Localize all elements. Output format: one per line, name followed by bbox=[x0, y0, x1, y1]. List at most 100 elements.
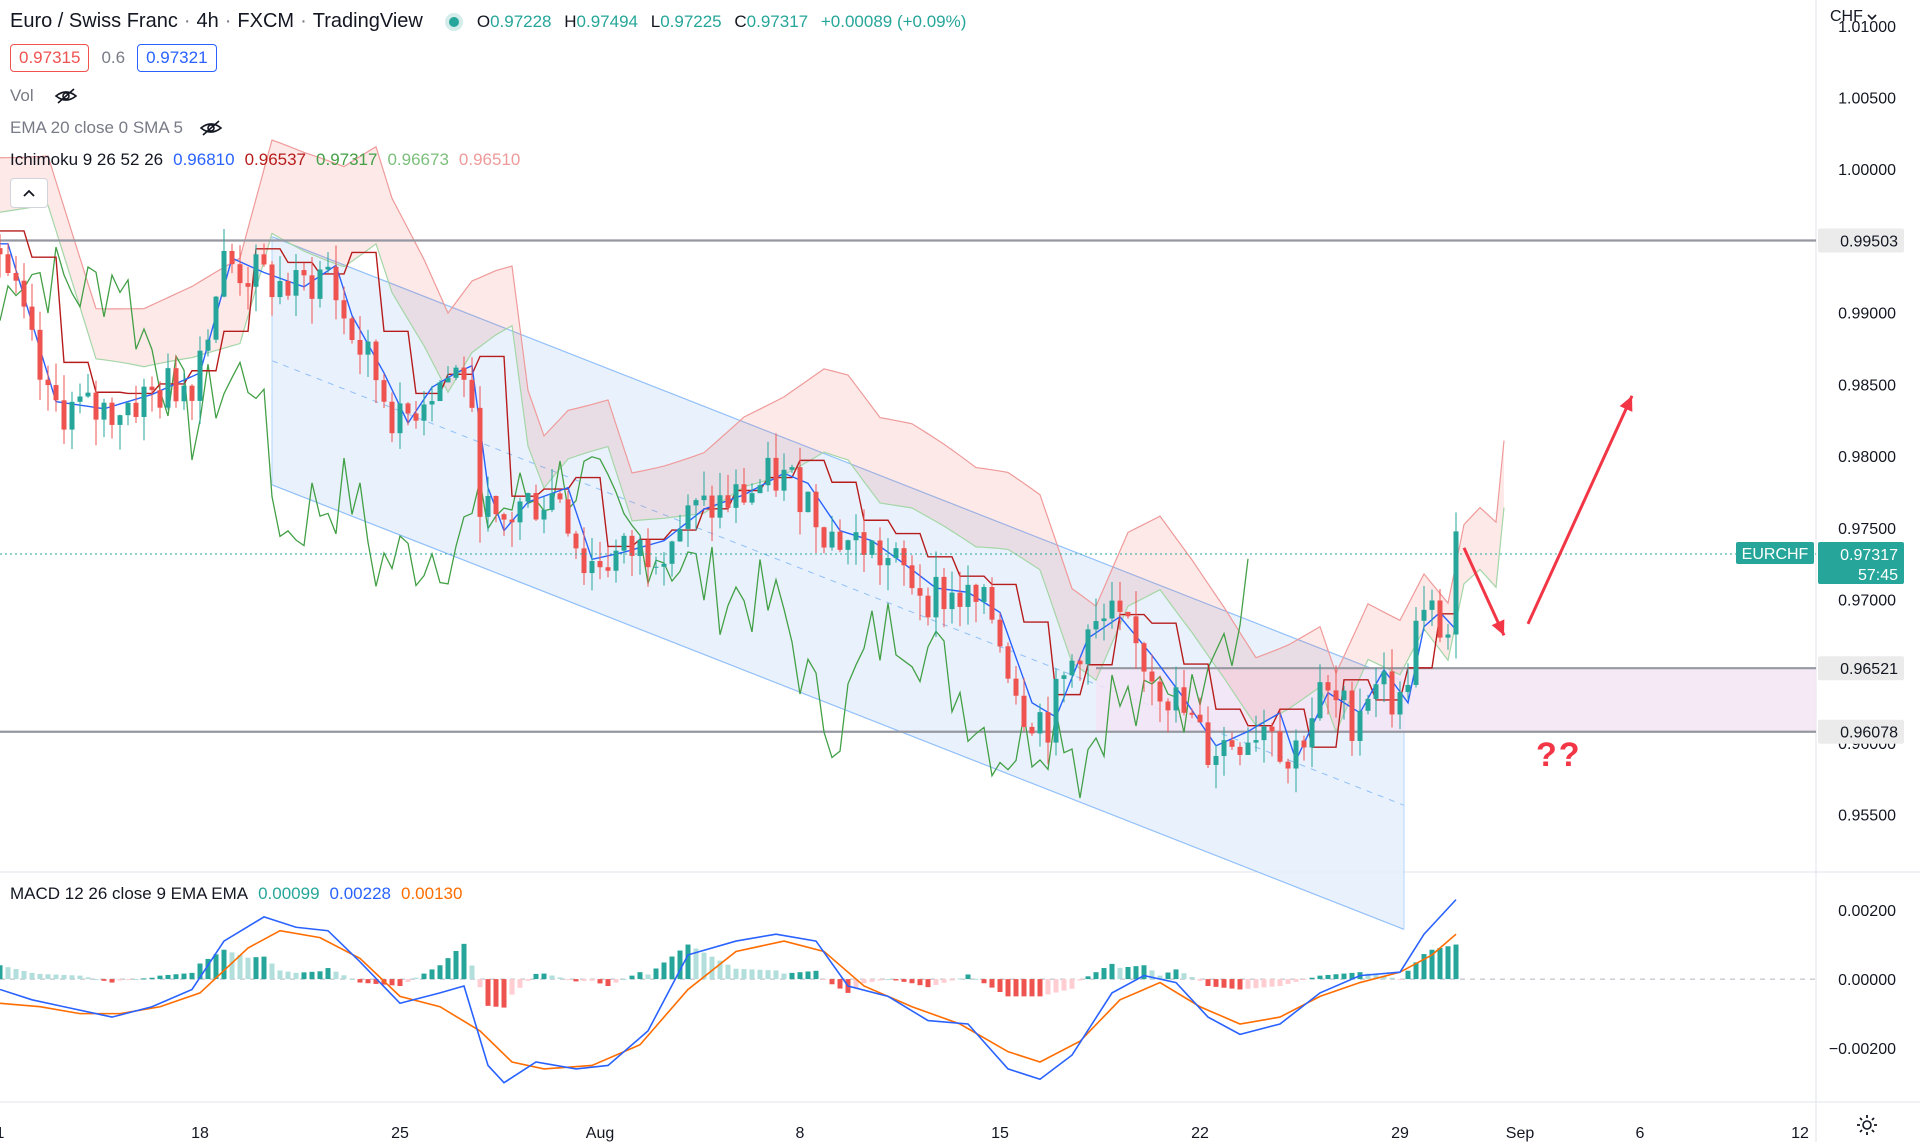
macd-bar bbox=[1221, 979, 1227, 988]
macd-bar bbox=[1141, 965, 1147, 980]
candle-body bbox=[1125, 611, 1131, 617]
candle-body bbox=[429, 401, 435, 405]
candle-body bbox=[933, 576, 939, 618]
symbol-tag-label: EURCHF bbox=[1742, 546, 1809, 563]
macd-bar bbox=[1149, 970, 1155, 980]
down-arrow bbox=[1462, 547, 1506, 636]
macd-bar bbox=[1173, 969, 1179, 980]
macd-bar bbox=[373, 979, 379, 984]
time-tick-label: 6 bbox=[1636, 1125, 1645, 1142]
candle-body bbox=[1117, 600, 1123, 612]
macd-bar bbox=[469, 965, 475, 980]
candle-body bbox=[493, 495, 499, 515]
collapse-legend-button[interactable] bbox=[10, 178, 48, 208]
support-zone bbox=[1096, 668, 1816, 732]
macd-bar bbox=[1325, 974, 1331, 980]
candle-body bbox=[549, 493, 555, 510]
macd-bar bbox=[829, 979, 835, 985]
symbol-tag bbox=[1736, 542, 1814, 565]
macd-bar bbox=[1309, 977, 1315, 980]
hidden-eye-icon[interactable] bbox=[199, 120, 223, 136]
macd-bar bbox=[957, 978, 963, 980]
macd-bar bbox=[1061, 979, 1067, 991]
candle-body bbox=[565, 499, 571, 534]
time-tick-label: 12 bbox=[1791, 1125, 1809, 1142]
candle-body bbox=[157, 390, 163, 408]
macd-bar bbox=[789, 972, 795, 980]
gear-icon[interactable] bbox=[1856, 1114, 1878, 1136]
macd-bar bbox=[29, 972, 35, 980]
hidden-eye-icon[interactable] bbox=[54, 88, 78, 104]
candle-body bbox=[941, 576, 947, 610]
candle-body bbox=[141, 386, 147, 417]
macd-bar bbox=[349, 978, 355, 980]
macd-bar bbox=[573, 979, 579, 982]
vol-legend[interactable]: Vol bbox=[10, 86, 78, 106]
macd-bar bbox=[477, 979, 483, 988]
macd-tick-label: −0.00200 bbox=[1829, 1041, 1896, 1058]
candle-body bbox=[77, 396, 83, 402]
candle-body bbox=[501, 514, 507, 520]
candle-body bbox=[0, 248, 3, 255]
candles bbox=[0, 229, 1459, 793]
ichimoku-value-0: 0.96810 bbox=[173, 150, 235, 169]
macd-bar bbox=[221, 949, 227, 980]
macd-bar bbox=[21, 970, 27, 980]
macd-bar bbox=[1429, 949, 1435, 980]
macd-bar bbox=[173, 974, 179, 980]
candle-body bbox=[581, 548, 587, 574]
macd-bar bbox=[1277, 979, 1283, 986]
candle-body bbox=[165, 368, 171, 408]
currency-selector[interactable]: CHF bbox=[1830, 8, 1877, 26]
macd-bar bbox=[1005, 979, 1011, 997]
candle-body bbox=[1261, 726, 1267, 741]
candle-body bbox=[741, 484, 747, 503]
candle-body bbox=[869, 540, 875, 555]
macd-bar bbox=[1029, 979, 1035, 997]
candle-body bbox=[197, 350, 203, 401]
up-arrow bbox=[1526, 395, 1634, 625]
candle-body bbox=[573, 533, 579, 549]
level-tag bbox=[1818, 656, 1904, 681]
macd-bar bbox=[1109, 963, 1115, 980]
candle-body bbox=[397, 403, 403, 434]
sell-button[interactable]: 0.97315 bbox=[10, 44, 90, 72]
macd-bar bbox=[717, 960, 723, 980]
macd-bar bbox=[1261, 979, 1267, 988]
candle-body bbox=[333, 266, 339, 301]
ema-label: EMA 20 close 0 SMA 5 bbox=[10, 118, 183, 137]
candle-body bbox=[93, 392, 99, 420]
macd-bar bbox=[613, 979, 619, 983]
macd-bar bbox=[1037, 979, 1043, 997]
candle-body bbox=[381, 380, 387, 402]
senkou-span-b bbox=[0, 139, 1505, 676]
symbol-name[interactable]: Euro / Swiss Franc bbox=[10, 10, 178, 32]
ichimoku-label: Ichimoku 9 26 52 26 bbox=[10, 150, 164, 169]
exchange: FXCM bbox=[237, 10, 295, 32]
macd-bar bbox=[885, 979, 891, 981]
candle-body bbox=[965, 584, 971, 607]
candle-body bbox=[1253, 740, 1259, 743]
macd-bar bbox=[1453, 944, 1459, 980]
candle-body bbox=[1373, 684, 1379, 699]
candle-body bbox=[229, 250, 235, 265]
macd-bar bbox=[45, 974, 51, 980]
ichimoku-legend[interactable]: Ichimoku 9 26 52 26 0.96810 0.96537 0.9731… bbox=[10, 150, 520, 170]
candle-body bbox=[541, 509, 547, 520]
price-tick-label: 0.98500 bbox=[1838, 377, 1896, 394]
macd-legend[interactable]: MACD 12 26 close 9 EMA EMA 0.00099 0.0022… bbox=[10, 884, 462, 904]
ema-legend[interactable]: EMA 20 close 0 SMA 5 bbox=[10, 118, 223, 138]
macd-bar bbox=[597, 979, 603, 984]
candle-body bbox=[445, 377, 451, 383]
macd-values: 0.00099 0.00228 0.00130 bbox=[258, 884, 462, 904]
candle-body bbox=[1429, 600, 1435, 610]
candle-body bbox=[69, 401, 75, 430]
candle-body bbox=[957, 592, 963, 607]
candle-body bbox=[1453, 531, 1459, 635]
macd-bar bbox=[277, 970, 283, 980]
macd-bar bbox=[261, 956, 267, 980]
macd-bar bbox=[1157, 975, 1163, 980]
interval[interactable]: 4h bbox=[196, 10, 219, 32]
buy-button[interactable]: 0.97321 bbox=[137, 44, 217, 72]
